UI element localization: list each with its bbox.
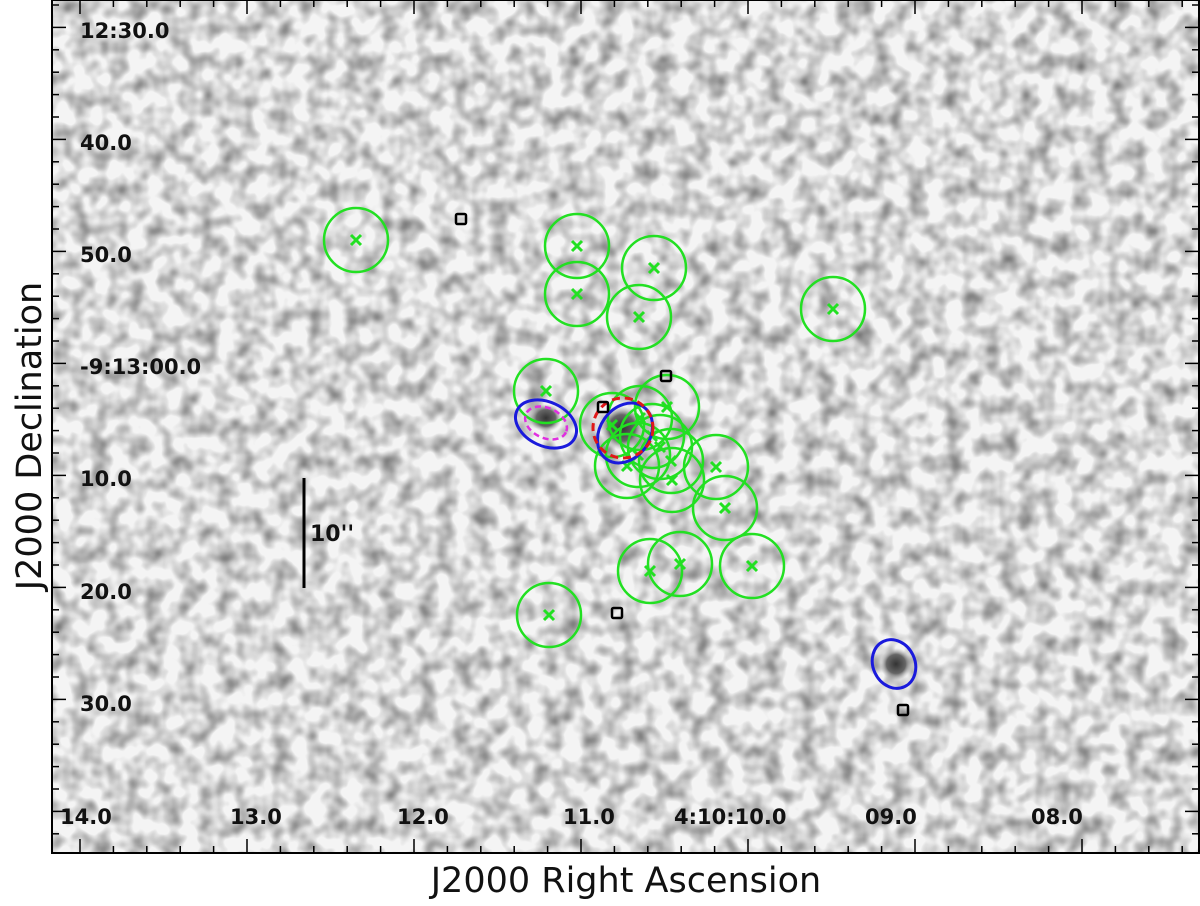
y-tick-label: 40.0 xyxy=(80,131,132,155)
green-circle xyxy=(618,402,686,470)
green-circle xyxy=(322,206,390,274)
secondary-source xyxy=(530,404,562,432)
scale-bar: 10'' xyxy=(302,478,354,588)
green-circle xyxy=(646,530,714,598)
green-circle xyxy=(626,413,694,481)
green-cross xyxy=(664,454,678,468)
y-axis-label: J2000 Declination xyxy=(10,281,50,591)
x-tick-label: 11.0 xyxy=(563,805,615,829)
x-tick-label: 09.0 xyxy=(865,805,917,829)
green-circle xyxy=(543,260,611,328)
x-tick-label: 14.0 xyxy=(60,805,112,829)
black-square xyxy=(896,703,910,717)
blue-ellipse xyxy=(514,398,578,450)
green-cross xyxy=(643,564,657,578)
green-cross xyxy=(653,440,667,454)
x-tick-label: 13.0 xyxy=(230,805,282,829)
black-square-markers xyxy=(454,212,910,717)
green-circle xyxy=(638,446,706,514)
green-cross xyxy=(539,384,553,398)
blue-ellipse-markers xyxy=(514,398,918,690)
green-circle-markers xyxy=(322,206,867,649)
y-tick-label: -9:13:00.0 xyxy=(80,355,201,379)
y-tick-label: 10.0 xyxy=(80,467,132,491)
green-cross xyxy=(647,261,661,275)
x-axis-label: J2000 Right Ascension xyxy=(430,861,822,901)
x-tick-labels: 14.0 13.0 12.0 11.0 4:10:10.0 09.0 08.0 xyxy=(60,805,1083,829)
green-circle xyxy=(620,234,688,302)
magenta-dashed-ellipse xyxy=(523,405,569,441)
scale-bar-label: 10'' xyxy=(310,522,354,547)
green-cross xyxy=(632,310,646,324)
green-cross xyxy=(709,460,723,474)
axis-ticks xyxy=(52,0,1199,853)
green-circle xyxy=(593,432,661,500)
red-dashed-circle xyxy=(591,396,655,460)
x-tick-label: 08.0 xyxy=(1031,805,1083,829)
x-tick-label: 4:10:10.0 xyxy=(674,805,786,829)
green-cross xyxy=(570,287,584,301)
green-cross xyxy=(570,239,584,253)
green-circle xyxy=(515,581,583,649)
black-square xyxy=(610,606,624,620)
green-cross xyxy=(745,559,759,573)
green-cross xyxy=(633,411,647,425)
plot-frame xyxy=(51,0,1200,854)
green-circle xyxy=(605,283,673,351)
green-cross xyxy=(673,557,687,571)
green-circle xyxy=(799,275,867,343)
green-cross xyxy=(349,233,363,247)
green-circle xyxy=(718,532,786,600)
green-cross xyxy=(826,302,840,316)
green-circle xyxy=(512,357,580,425)
y-tick-label: 12:30.0 xyxy=(80,19,169,43)
green-cross xyxy=(542,608,556,622)
black-square xyxy=(454,212,468,226)
blue-ellipse xyxy=(870,638,918,690)
black-square xyxy=(596,400,610,414)
y-tick-label: 20.0 xyxy=(80,580,132,604)
lower-right-source xyxy=(880,648,912,680)
y-tick-label: 30.0 xyxy=(80,692,132,716)
green-circle xyxy=(543,212,611,280)
y-tick-label: 50.0 xyxy=(80,243,132,267)
y-tick-labels: 12:30.0 40.0 50.0 -9:13:00.0 10.0 20.0 3… xyxy=(80,19,201,716)
green-circle xyxy=(616,537,684,605)
x-tick-label: 12.0 xyxy=(397,805,449,829)
green-cross xyxy=(718,501,732,515)
black-square xyxy=(659,369,673,383)
green-circle xyxy=(691,474,759,542)
blue-ellipse xyxy=(595,401,655,465)
